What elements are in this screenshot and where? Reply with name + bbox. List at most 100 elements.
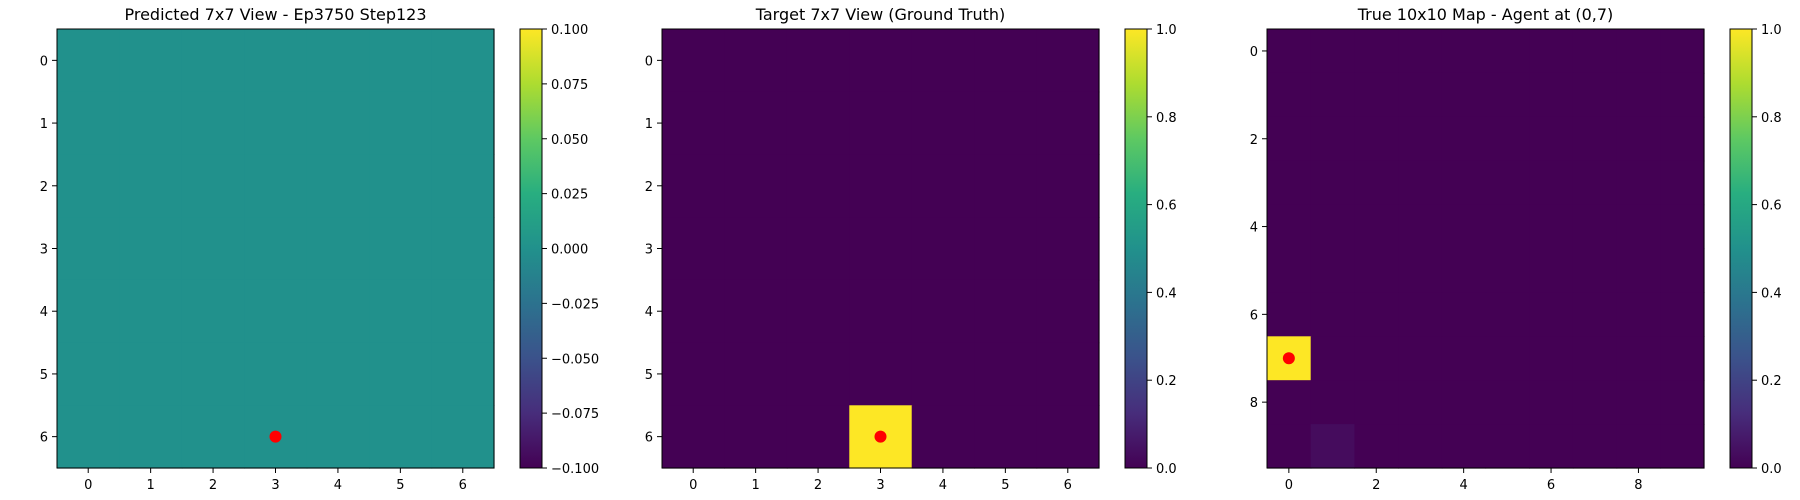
heatmap-cell (1485, 380, 1530, 425)
heatmap-cell (724, 405, 788, 469)
heatmap-cell (1660, 204, 1705, 250)
heatmap-cells (662, 29, 1100, 469)
heatmap-cell (849, 29, 913, 93)
colorbar-tick-label: 0.6 (1156, 199, 1177, 214)
heatmap-cell (1616, 336, 1661, 381)
heatmap-cell (1660, 248, 1705, 293)
heatmap-cell (1398, 424, 1443, 469)
heatmap-cell (306, 342, 370, 406)
heatmap-cell (1529, 72, 1574, 118)
heatmap-cell (724, 279, 788, 344)
heatmap-cell (662, 279, 726, 344)
heatmap-cell (1485, 72, 1530, 118)
heatmap-cell (306, 91, 370, 156)
heatmap-cell (662, 217, 726, 281)
colorbar-tick-label: 0.0 (1761, 462, 1782, 477)
heatmap-cell (181, 279, 245, 344)
heatmap-cell (1310, 380, 1355, 425)
heatmap-cell (306, 154, 370, 218)
colorbar-tick-label: 0.100 (551, 23, 588, 38)
heatmap-cell (849, 217, 913, 281)
heatmap-cell (1485, 248, 1530, 293)
heatmap-cell (244, 91, 308, 156)
heatmap-cell (1441, 29, 1487, 74)
heatmap-cell (1354, 204, 1399, 250)
colorbar-tick-label: −0.100 (551, 462, 599, 477)
x-tick-label: 3 (271, 478, 279, 493)
heatmap-cell (1660, 424, 1705, 469)
heatmap-cell (369, 405, 433, 469)
colorbar-tick-label: 0.000 (551, 243, 588, 258)
x-tick-label: 0 (689, 478, 697, 493)
heatmap-cell (1036, 405, 1100, 469)
x-tick-label: 3 (876, 478, 884, 493)
heatmap-cell (1529, 204, 1574, 250)
heatmap-cell (1398, 116, 1443, 162)
x-tick-label: 1 (147, 478, 155, 493)
y-tick-label: 1 (40, 117, 48, 132)
chart-title: Predicted 7x7 View - Ep3750 Step123 (124, 5, 426, 24)
heatmap-cell (1310, 424, 1355, 469)
chart-title: Target 7x7 View (Ground Truth) (755, 5, 1006, 24)
heatmap-cell (1398, 336, 1443, 381)
heatmap-cell (849, 342, 913, 406)
heatmap-cell (119, 91, 183, 156)
heatmap-cell (911, 29, 975, 93)
heatmap-cell (1572, 160, 1618, 206)
x-tick-label: 5 (1001, 478, 1009, 493)
heatmap-cell (1354, 29, 1399, 74)
heatmap-cell (57, 91, 121, 156)
heatmap-cell (431, 154, 495, 218)
heatmap-cell (306, 405, 370, 469)
heatmap-cell (974, 279, 1038, 344)
y-tick-label: 5 (40, 368, 48, 383)
colorbar-tick-label: 0.075 (551, 78, 588, 93)
x-tick-label: 8 (1634, 478, 1642, 493)
heatmap-cell (181, 217, 245, 281)
heatmap-cell (1485, 336, 1530, 381)
heatmap-cell (911, 342, 975, 406)
heatmap-cell (911, 154, 975, 218)
heatmap-cell (1267, 204, 1312, 250)
colorbar-tick-label: 0.2 (1761, 374, 1782, 389)
heatmap-cell (662, 154, 726, 218)
heatmap-panel-3: True 10x10 Map - Agent at (0,7) 0 2 4 6 8 0 2 4 6… (1250, 5, 1782, 493)
heatmap-cell (1267, 29, 1312, 74)
heatmap-cell (786, 91, 850, 156)
colorbar: 0.0 0.2 0.4 0.6 0.8 1.0 (1124, 23, 1177, 477)
heatmap-cell (1310, 204, 1355, 250)
heatmap-cell (1310, 292, 1355, 337)
heatmap-cell (1485, 116, 1530, 162)
x-tick-label: 0 (1285, 478, 1293, 493)
heatmap-cell (911, 279, 975, 344)
heatmap-cell (911, 405, 975, 469)
colorbar: −0.100 −0.075 −0.050 −0.025 0.000 0.025 0.050 0… (519, 23, 599, 477)
y-tick-label: 2 (645, 180, 653, 195)
heatmap-cell (119, 405, 183, 469)
heatmap-cell (1267, 292, 1312, 337)
heatmap-cell (1572, 248, 1618, 293)
heatmap-cell (1572, 292, 1618, 337)
heatmap-cell (1616, 424, 1661, 469)
heatmap-cell (1660, 29, 1705, 74)
heatmap-cell (431, 91, 495, 156)
axes-frame (1266, 28, 1705, 469)
heatmap-cell (181, 91, 245, 156)
heatmap-cell (1572, 29, 1618, 74)
heatmap-cell (1660, 72, 1705, 118)
y-tick-label: 0 (1250, 45, 1258, 60)
heatmap-cell (786, 405, 850, 469)
colorbar-tick-label: 0.8 (1761, 111, 1782, 126)
heatmap-cell (119, 217, 183, 281)
heatmap-cell (1441, 336, 1487, 381)
colorbar-gradient (1125, 29, 1147, 468)
heatmap-cell (1441, 424, 1487, 469)
heatmap-cell (1572, 116, 1618, 162)
heatmap-cell (1354, 72, 1399, 118)
heatmap-cell (1267, 116, 1312, 162)
heatmap-cell (1036, 91, 1100, 156)
colorbar-gradient (520, 29, 542, 468)
heatmap-cell (1529, 160, 1574, 206)
heatmap-cell (181, 154, 245, 218)
